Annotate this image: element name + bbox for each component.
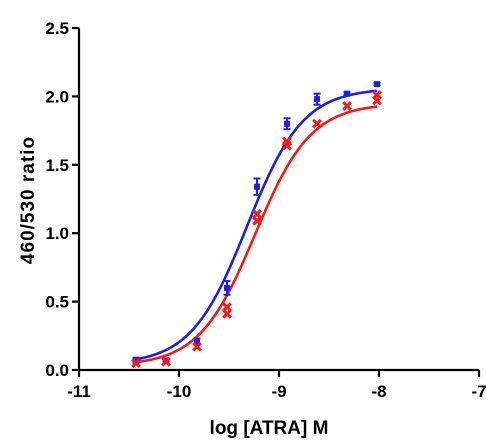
data-point-series-2 — [131, 358, 141, 369]
data-point-series-1 — [313, 92, 321, 106]
x-tick-label: -8 — [371, 382, 386, 401]
x-axis-ticks: -11 -10 -9 -8 -7 — [67, 370, 487, 401]
data-point-series-1 — [373, 81, 381, 88]
data-point-series-2 — [342, 101, 352, 111]
data-point-series-2 — [312, 118, 322, 129]
data-point-series-2 — [252, 209, 262, 219]
y-tick-label: 1.5 — [45, 156, 69, 175]
y-tick-label: 0.5 — [45, 293, 69, 312]
data-point-series-1 — [343, 90, 351, 97]
data-point-series-2 — [282, 136, 292, 147]
x-tick-label: -10 — [167, 382, 192, 401]
data-point-series-2 — [161, 356, 171, 367]
data-points — [131, 81, 382, 369]
data-point-series-2 — [222, 302, 232, 312]
data-point-series-1 — [283, 117, 291, 131]
y-tick-label: 1.0 — [45, 224, 69, 243]
data-point-series-2 — [372, 90, 382, 100]
x-tick-label: -7 — [471, 382, 486, 401]
fit-curve-series-1 — [135, 89, 378, 361]
y-axis-title: 460/530 ratio — [18, 136, 39, 264]
data-point-series-1 — [253, 177, 261, 196]
x-tick-label: -11 — [67, 382, 91, 401]
chart-axes: -11 -10 -9 -8 -7 0.0 0.5 1.0 1.5 2.0 2.5 — [45, 19, 486, 401]
data-point-series-1 — [223, 280, 231, 296]
y-tick-label: 0.0 — [45, 361, 69, 380]
fit-curves — [135, 89, 378, 364]
y-axis-ticks: 0.0 0.5 1.0 1.5 2.0 2.5 — [45, 19, 79, 380]
y-tick-label: 2.0 — [45, 87, 69, 106]
x-tick-label: -9 — [271, 382, 286, 401]
x-axis-title: log [ATRA] M — [210, 418, 329, 439]
data-point-series-2 — [192, 341, 202, 352]
y-tick-label: 2.5 — [45, 19, 69, 38]
fit-curve-series-2 — [135, 105, 378, 364]
